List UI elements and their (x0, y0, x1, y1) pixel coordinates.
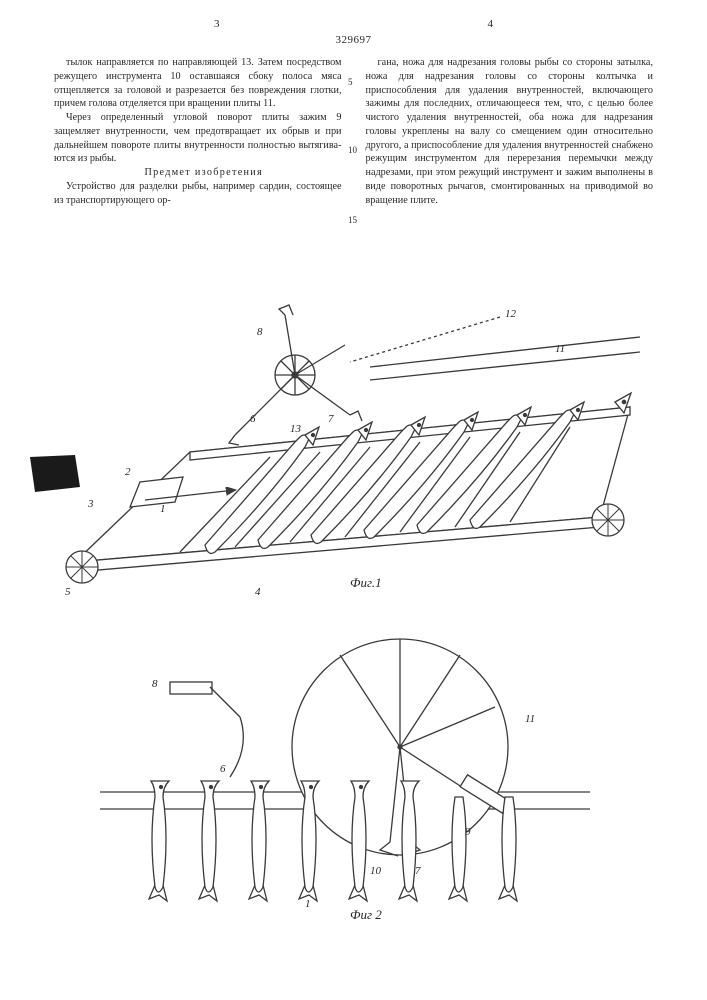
svg-text:1: 1 (305, 898, 311, 910)
line-number: 10 (348, 146, 357, 155)
right-column: гана, ножа для надрезания головы рыбы со… (366, 56, 654, 207)
svg-text:7: 7 (328, 413, 334, 425)
figures-area: 3 5 2 1 4 8 6 13 7 11 12 (0, 207, 707, 927)
para: Устройство для разделки рыбы, например с… (54, 180, 342, 208)
section-title: Предмет изобретения (54, 166, 342, 180)
svg-text:10: 10 (370, 865, 382, 877)
left-column: тылок направляется по направляющей 13. З… (54, 56, 342, 207)
svg-text:12: 12 (505, 308, 517, 320)
para: тылок направляется по направляющей 13. З… (54, 56, 342, 111)
document-number: 329697 (0, 34, 707, 46)
figure-1 (30, 305, 640, 583)
svg-text:11: 11 (525, 713, 535, 725)
page-number-left: 3 (214, 18, 220, 30)
svg-text:13: 13 (290, 423, 302, 435)
svg-text:7: 7 (415, 865, 421, 877)
fig2-caption: Фиг 2 (350, 907, 382, 923)
page-number-right: 4 (488, 18, 494, 30)
svg-text:9: 9 (465, 826, 471, 838)
text-columns: тылок направляется по направляющей 13. З… (0, 56, 707, 207)
svg-text:11: 11 (555, 343, 565, 355)
left-gear-icon (66, 551, 98, 583)
line-number: 5 (348, 78, 353, 87)
para: Через определенный угловой поворот плиты… (54, 111, 342, 166)
svg-text:6: 6 (220, 763, 226, 775)
svg-text:6: 6 (250, 413, 256, 425)
para: гана, ножа для надрезания головы рыбы со… (366, 56, 654, 207)
svg-text:1: 1 (160, 503, 166, 515)
svg-text:8: 8 (152, 678, 158, 690)
svg-text:2: 2 (125, 466, 131, 478)
fig1-caption: Фиг.1 (350, 575, 382, 591)
figure-2 (100, 639, 590, 901)
svg-text:8: 8 (257, 326, 263, 338)
right-gear-icon (592, 504, 624, 536)
figures-svg: 3 5 2 1 4 8 6 13 7 11 12 (0, 207, 707, 927)
svg-text:3: 3 (87, 498, 94, 510)
svg-text:4: 4 (255, 586, 261, 598)
svg-text:5: 5 (65, 586, 71, 598)
